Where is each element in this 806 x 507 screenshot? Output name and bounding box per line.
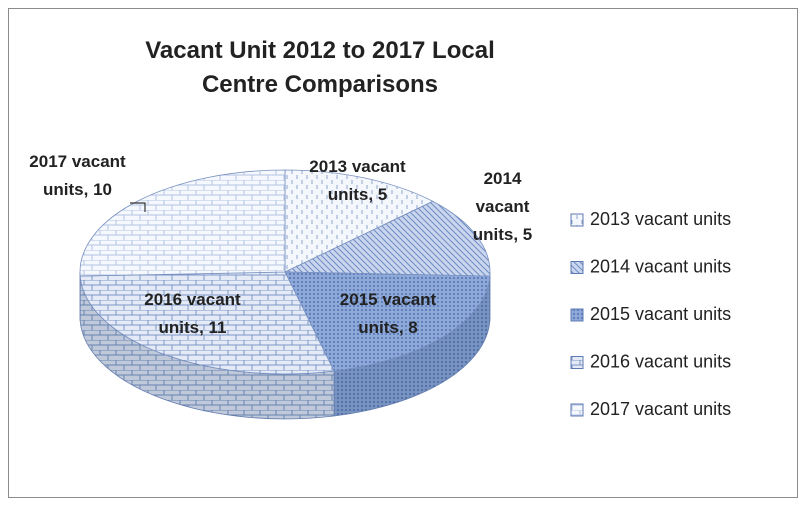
slice-side-shade [334, 276, 490, 417]
data-label: 2014 vacant units, 5 [472, 169, 533, 244]
legend-label: 2015 vacant units [590, 304, 731, 324]
data-label: 2015 vacant units, 8 [339, 290, 437, 337]
slice [284, 200, 491, 277]
pie [79, 169, 491, 420]
slice-side-shade [80, 276, 335, 419]
data-label: 2016 vacant units, 11 [144, 290, 241, 337]
legend-swatch [570, 261, 584, 274]
legend-swatch [570, 356, 584, 369]
legend-label: 2017 vacant units [590, 399, 731, 419]
legend-swatch [570, 213, 584, 227]
data-label: 2013 vacant units, 5 [309, 157, 406, 204]
data-label: 2017 vacant units, 10 [29, 152, 126, 199]
chart-border [8, 8, 798, 498]
slice [284, 169, 434, 273]
legend: 2013 vacant units 2014 vacant units 2015 v… [570, 209, 731, 419]
legend-label: 2014 vacant units [590, 256, 731, 276]
legend-swatch [570, 308, 584, 322]
slice [79, 271, 335, 375]
chart-title: Vacant Unit 2012 to 2017 Local Centre Co… [145, 37, 495, 98]
slice [79, 169, 286, 277]
leader-line [130, 202, 146, 212]
slice [284, 271, 491, 372]
legend-swatch [570, 403, 584, 417]
legend-label: 2016 vacant units [590, 351, 731, 371]
legend-label: 2013 vacant units [590, 209, 731, 229]
